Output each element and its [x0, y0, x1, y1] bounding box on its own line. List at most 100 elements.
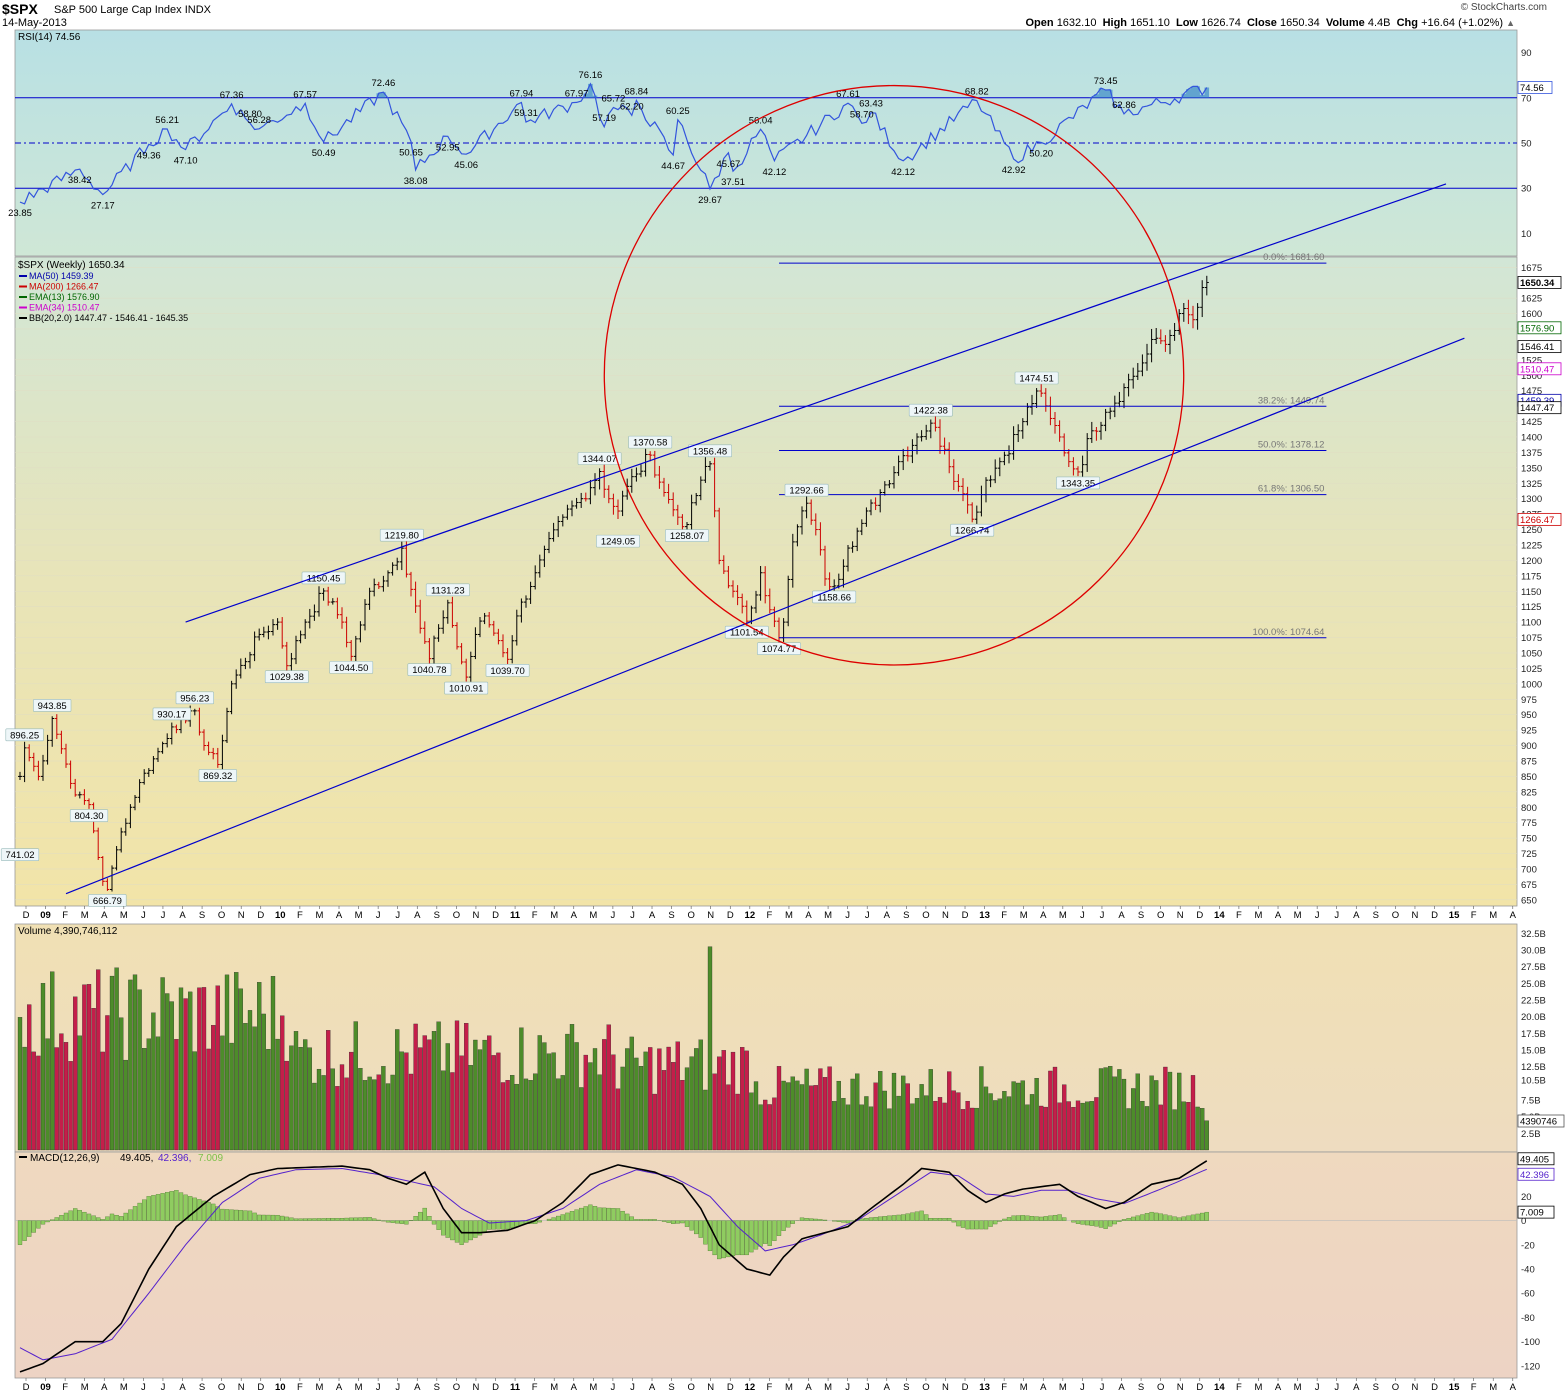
price-tick-label: 1050 [1521, 648, 1542, 659]
macd-histogram-bar [358, 1217, 363, 1221]
volume-tick-label: 17.5B [1521, 1029, 1546, 1040]
macd-histogram-bar [551, 1217, 556, 1221]
price-tick-label: 800 [1521, 803, 1537, 814]
x-axis-month-label: D [257, 1382, 264, 1393]
volume-bar [1020, 1080, 1025, 1151]
price-bar [579, 492, 584, 508]
price-annotation-label: 804.30 [74, 811, 103, 822]
volume-bar [137, 989, 142, 1151]
price-bar [1149, 328, 1154, 363]
price-annotation-label: 1150.45 [307, 573, 341, 584]
volume-bar [100, 1051, 105, 1151]
price-bar [767, 588, 772, 614]
macd-histogram-bar [206, 1202, 211, 1221]
volume-bar [1048, 1070, 1053, 1151]
rsi-annotation-label: 47.10 [174, 156, 198, 167]
macd-histogram-bar [1043, 1216, 1048, 1221]
price-bar [1140, 354, 1145, 377]
volume-bar [841, 1098, 846, 1151]
volume-bar [293, 1031, 299, 1151]
price-bar [652, 450, 657, 478]
volume-bar [229, 1042, 234, 1151]
price-tick-label: 1100 [1521, 618, 1541, 629]
macd-histogram-bar [859, 1218, 864, 1221]
x-axis-month-label: D [1196, 910, 1203, 921]
macd-histogram-bar [832, 1220, 837, 1222]
macd-histogram-bar [367, 1217, 372, 1221]
x-axis-month-label: F [1001, 1382, 1007, 1393]
price-value-tag-label: 1546.41 [1520, 342, 1554, 353]
volume-bar [312, 1082, 317, 1151]
volume-bar [790, 1076, 795, 1151]
volume-bar [634, 1057, 639, 1151]
volume-bar [726, 1084, 731, 1151]
volume-bar [887, 1108, 892, 1151]
macd-histogram-bar [537, 1220, 542, 1223]
volume-bar [1149, 1075, 1154, 1151]
close-value: 1650.34 [1279, 17, 1320, 29]
price-bar [639, 464, 643, 478]
macd-histogram-bar [956, 1220, 961, 1227]
macd-value-tag-label: 7.009 [1520, 1208, 1544, 1219]
volume-bar [809, 1085, 814, 1151]
price-bar [409, 571, 413, 597]
macd-histogram-bar [951, 1220, 956, 1223]
volume-bar [661, 1070, 667, 1151]
price-annotation-label: 1039.70 [490, 666, 524, 677]
macd-histogram-bar [703, 1220, 708, 1245]
volume-bar [868, 1106, 874, 1151]
price-bar [510, 635, 515, 664]
macd-histogram-bar [68, 1210, 73, 1221]
price-annotation-box [301, 571, 346, 585]
macd-histogram-bar [924, 1214, 929, 1221]
open-value: 1632.10 [1056, 17, 1097, 29]
price-bar [68, 760, 73, 789]
rsi-annotation-label: 49.36 [137, 150, 161, 161]
macd-histogram-bar [188, 1196, 193, 1221]
x-axis-month-label: M [355, 910, 363, 921]
volume-bar [436, 1021, 441, 1151]
price-annotation-label: 1219.80 [385, 531, 419, 542]
x-axis-month-label: 13 [979, 1382, 990, 1393]
price-bar [721, 555, 726, 574]
macd-histogram-bar [689, 1220, 694, 1231]
price-bar [869, 499, 873, 516]
price-bar [1154, 327, 1159, 344]
x-axis-month-label: J [845, 910, 850, 921]
macd-histogram-bar [988, 1220, 993, 1227]
price-layer: 1675162516001575152515001475142514001375… [0, 252, 1562, 907]
price-bar [284, 641, 289, 672]
volume-bar [1190, 1075, 1196, 1151]
fib-level-label: 100.0%: 1074.64 [1253, 627, 1325, 638]
volume-bar [1062, 1084, 1067, 1151]
volume-bar [795, 1080, 800, 1151]
x-axis-month-label: O [218, 910, 225, 921]
price-bar [662, 477, 666, 497]
macd-histogram-bar [910, 1212, 915, 1221]
volume-bar [142, 1048, 147, 1151]
price-tick-label: 875 [1521, 756, 1537, 767]
price-bar [997, 457, 1002, 477]
price-bar [294, 635, 298, 665]
x-axis-month-label: 15 [1449, 910, 1460, 921]
macd-histogram-bar [505, 1220, 510, 1230]
price-tick-label: 1675 [1521, 263, 1542, 274]
x-axis-month-label: J [1315, 910, 1320, 921]
price-bar [1195, 303, 1200, 330]
volume-bar [988, 1093, 993, 1151]
x-axis-month-label: 14 [1214, 910, 1225, 921]
x-axis-month-label: N [707, 1382, 714, 1393]
price-bar [1011, 426, 1016, 460]
volume-bar [1154, 1080, 1159, 1151]
macd-histogram-bar [974, 1220, 979, 1230]
macd-histogram-bar [174, 1190, 179, 1221]
price-bar [763, 566, 768, 604]
macd-histogram-bar [1071, 1220, 1076, 1223]
price-bar [855, 527, 860, 552]
price-bar [1094, 427, 1099, 441]
price-bar [790, 533, 795, 588]
macd-histogram-bar [1098, 1220, 1104, 1228]
macd-histogram-bar [878, 1216, 883, 1221]
macd-histogram-bar [786, 1220, 791, 1228]
price-annotation-label: 869.32 [203, 771, 232, 782]
